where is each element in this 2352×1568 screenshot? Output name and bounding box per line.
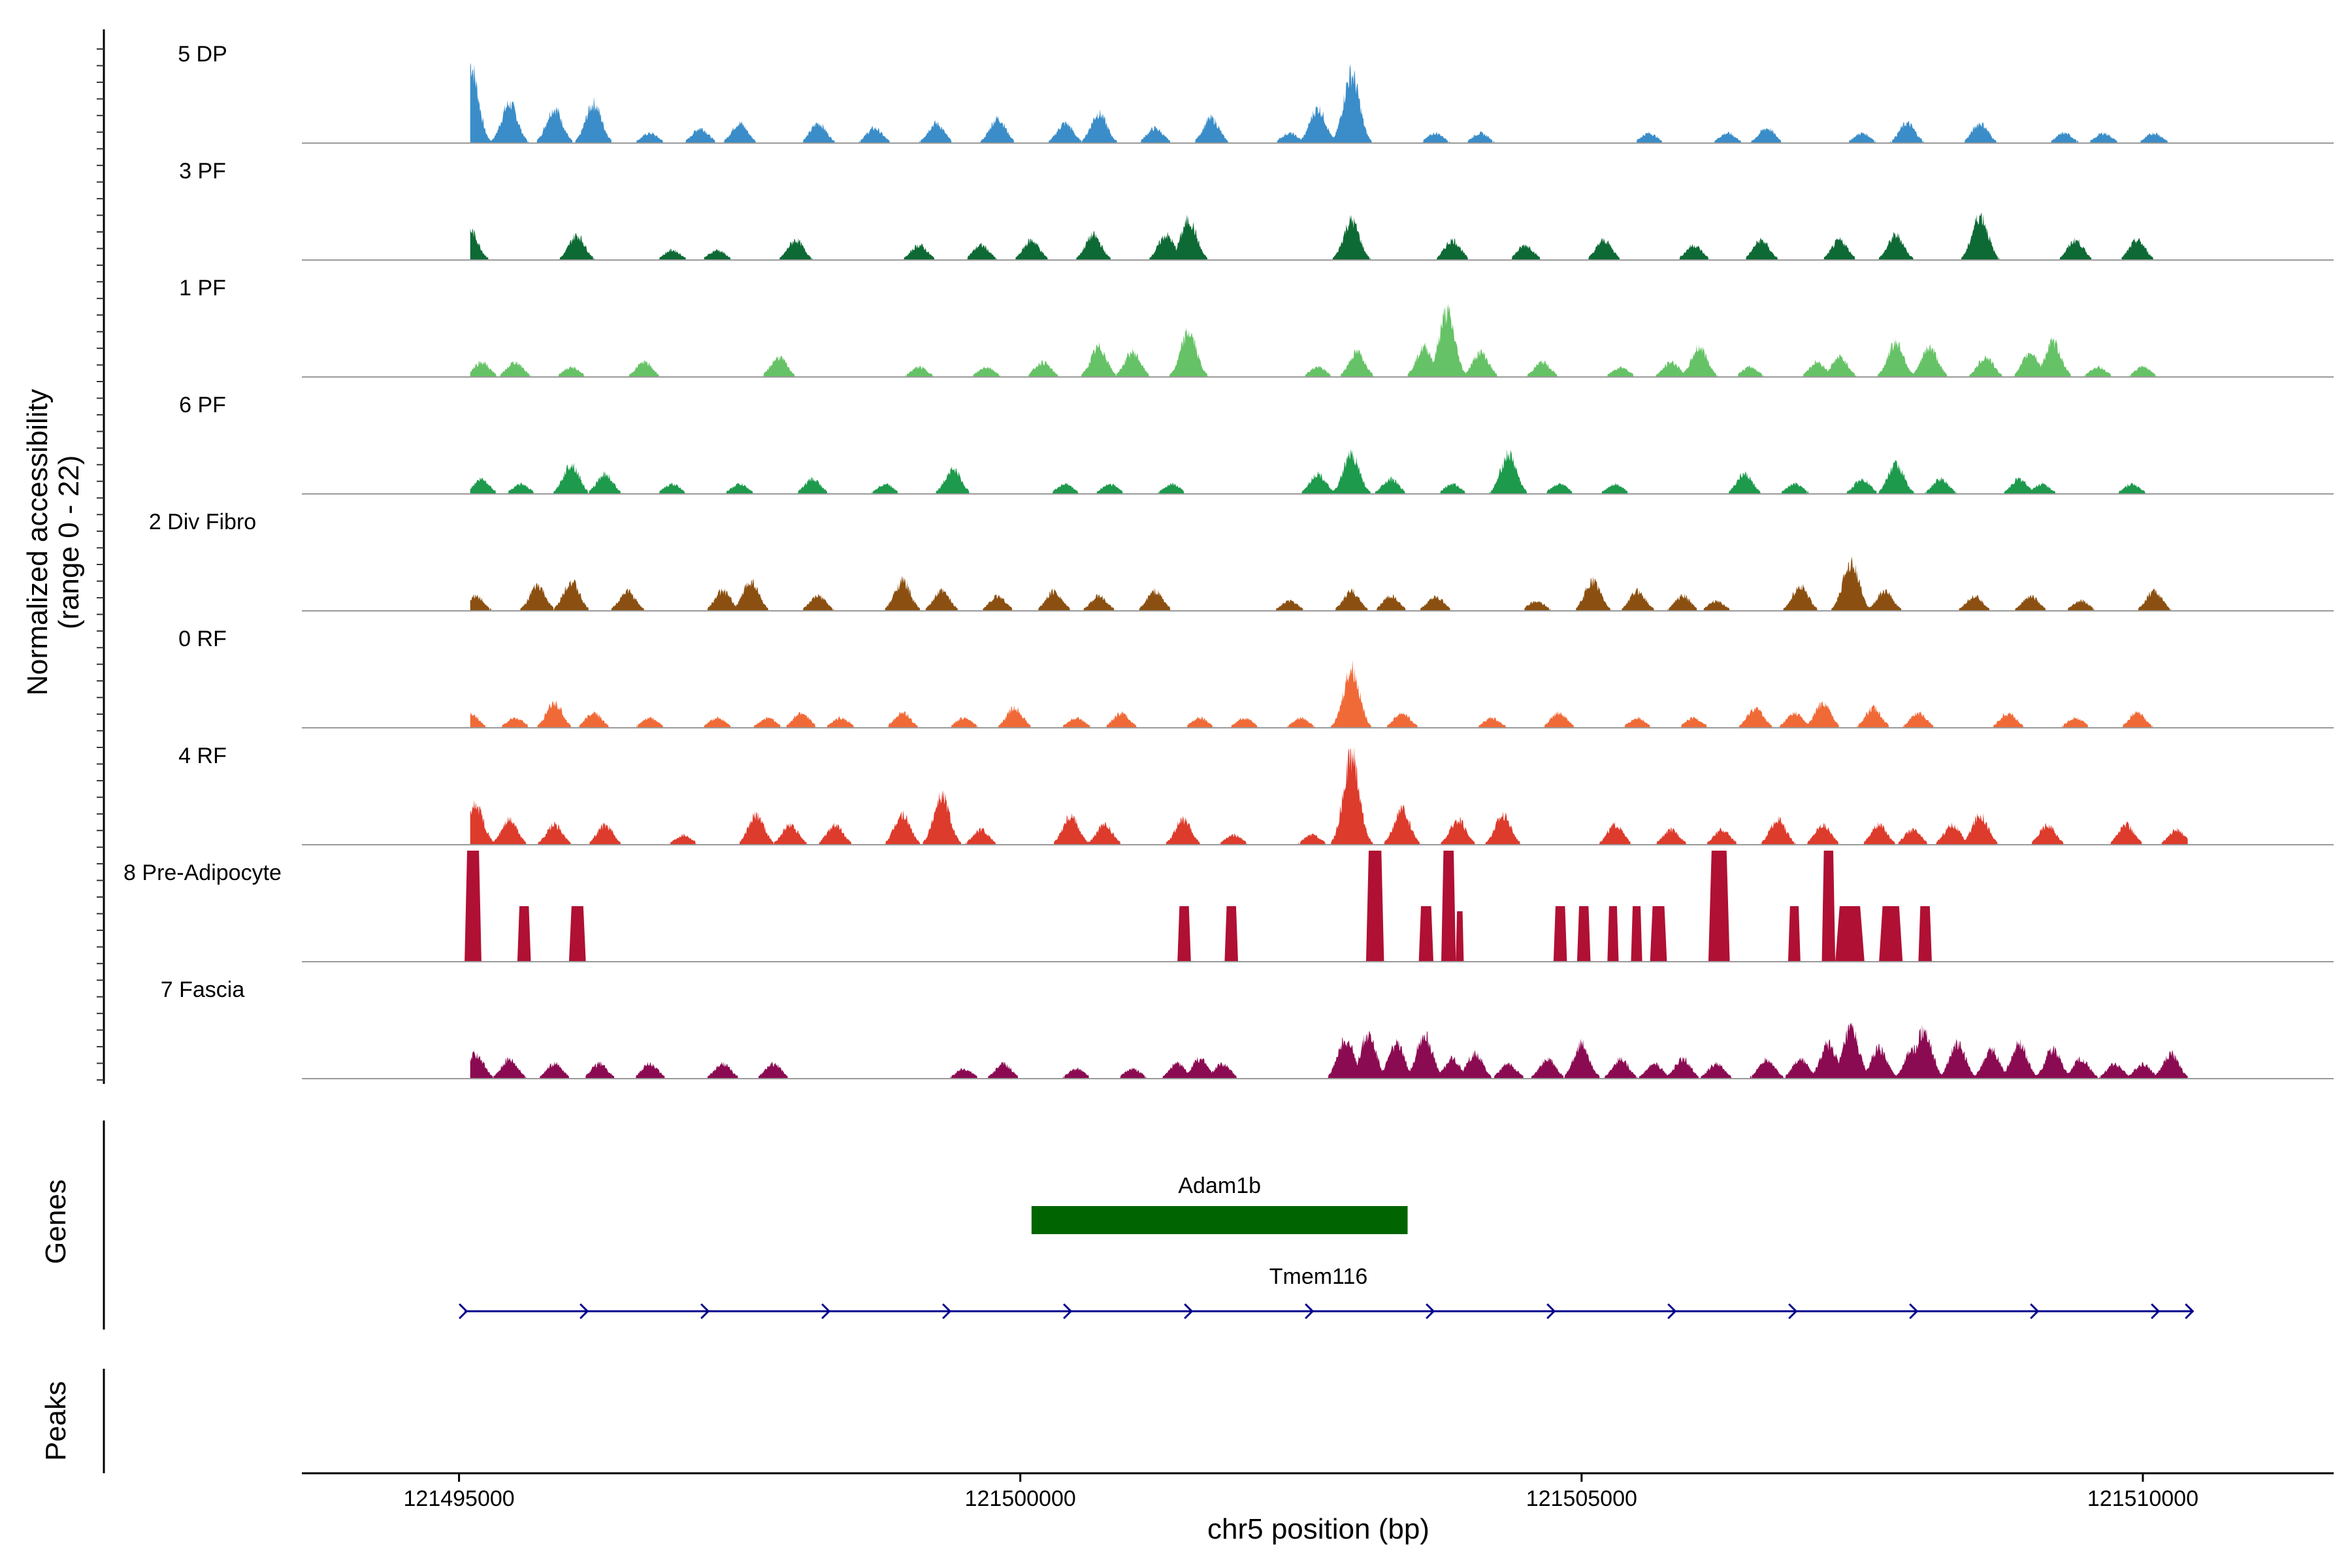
track-label: 6 PF — [179, 393, 226, 417]
strand-arrow — [1667, 1303, 1677, 1320]
coverage-block — [1441, 851, 1456, 962]
gene-label: Adam1b — [1178, 1173, 1261, 1198]
coverage-block — [1365, 851, 1384, 962]
gene-adam1b: Adam1b — [1031, 1173, 1408, 1234]
strand-arrow — [580, 1303, 589, 1320]
strand-arrow — [459, 1303, 468, 1320]
coverage-block — [1835, 906, 1865, 962]
coverage-tracks: 5 DP 3 PF 1 PF 6 PF 2 Div Fibro 0 RF 4 RF 8 Pre… — [123, 42, 2334, 1079]
y-axis-subtitle: (range 0 - 22) — [53, 455, 85, 630]
gene-label: Tmem116 — [1269, 1264, 1368, 1289]
track-4-rf: 4 RF — [178, 743, 2334, 845]
x-tick-label: 121500000 — [965, 1486, 1076, 1511]
track-label: 5 DP — [178, 42, 227, 67]
coverage-block — [517, 906, 531, 962]
coverage-block — [1576, 906, 1591, 962]
coverage-block — [1821, 851, 1836, 962]
track-label: 2 Div Fibro — [149, 510, 256, 534]
gene-tmem116: Tmem116 — [459, 1264, 2195, 1320]
track-label: 7 Fascia — [161, 977, 245, 1002]
strand-arrow — [1909, 1303, 1919, 1320]
coverage-block — [1456, 911, 1464, 962]
strand-arrow — [2151, 1303, 2161, 1320]
strand-arrow — [1788, 1303, 1798, 1320]
x-axis: 121495000 121500000 121505000 121510000 — [302, 1472, 2334, 1511]
track-5-dp: 5 DP — [178, 42, 2334, 144]
strand-arrow — [1184, 1303, 1194, 1320]
strand-arrow — [1305, 1303, 1315, 1320]
strand-arrow — [2030, 1303, 2040, 1320]
coverage-block — [465, 851, 482, 962]
track-label: 4 RF — [178, 743, 227, 768]
strand-arrow — [1063, 1303, 1073, 1320]
track-label: 0 RF — [178, 627, 227, 651]
genes-panel: Adam1b Tmem116 — [103, 1120, 2195, 1330]
track-label: 1 PF — [179, 276, 226, 301]
track-label: 3 PF — [179, 159, 226, 184]
coverage-block — [1418, 906, 1433, 962]
strand-arrow — [700, 1303, 710, 1320]
x-axis-title: chr5 position (bp) — [1207, 1513, 1429, 1545]
track-6-pf: 6 PF — [179, 393, 2334, 495]
track-label: 8 Pre-Adipocyte — [123, 860, 282, 885]
coverage-block — [1607, 906, 1619, 962]
coverage-block — [1650, 906, 1667, 962]
strand-arrow — [2185, 1303, 2195, 1320]
x-tick-label: 121505000 — [1526, 1486, 1637, 1511]
peaks-panel-title: Peaks — [40, 1381, 72, 1461]
coverage-block — [1631, 906, 1642, 962]
track-2-div-fibro: 2 Div Fibro — [149, 510, 2334, 612]
coverage-block — [1918, 906, 1932, 962]
strand-arrow — [1426, 1303, 1435, 1320]
coverage-area — [470, 448, 2188, 494]
genes-panel-title: Genes — [40, 1179, 72, 1264]
coverage-block — [1553, 906, 1567, 962]
track-0-rf: 0 RF — [178, 627, 2334, 728]
coverage-block — [1708, 851, 1730, 962]
track-8-pre-adipocyte: 8 Pre-Adipocyte — [123, 851, 2334, 962]
coverage-block — [1177, 906, 1191, 962]
coverage-block — [1224, 906, 1238, 962]
coverage-area — [470, 212, 2188, 260]
coverage-area — [470, 660, 2188, 728]
track-1-pf: 1 PF — [179, 276, 2334, 378]
track-7-fascia: 7 Fascia — [161, 977, 2334, 1079]
x-tick-label: 121510000 — [2087, 1486, 2198, 1511]
track-3-pf: 3 PF — [179, 159, 2334, 261]
coverage-block — [1788, 906, 1801, 962]
x-tick-label: 121495000 — [404, 1486, 515, 1511]
strand-arrow — [821, 1303, 831, 1320]
gene-body — [1031, 1206, 1408, 1234]
coverage-y-axis — [97, 29, 105, 1084]
coverage-area — [470, 304, 2188, 377]
coverage-block — [568, 906, 586, 962]
coverage-area — [470, 557, 2188, 611]
coverage-area — [470, 1022, 2188, 1079]
y-axis-title: Normalized accessibility — [22, 389, 54, 695]
strand-arrow — [942, 1303, 952, 1320]
coverage-area — [470, 746, 2188, 845]
coverage-block — [1879, 906, 1903, 962]
strand-arrow — [1546, 1303, 1556, 1320]
coverage-area — [470, 63, 2188, 143]
